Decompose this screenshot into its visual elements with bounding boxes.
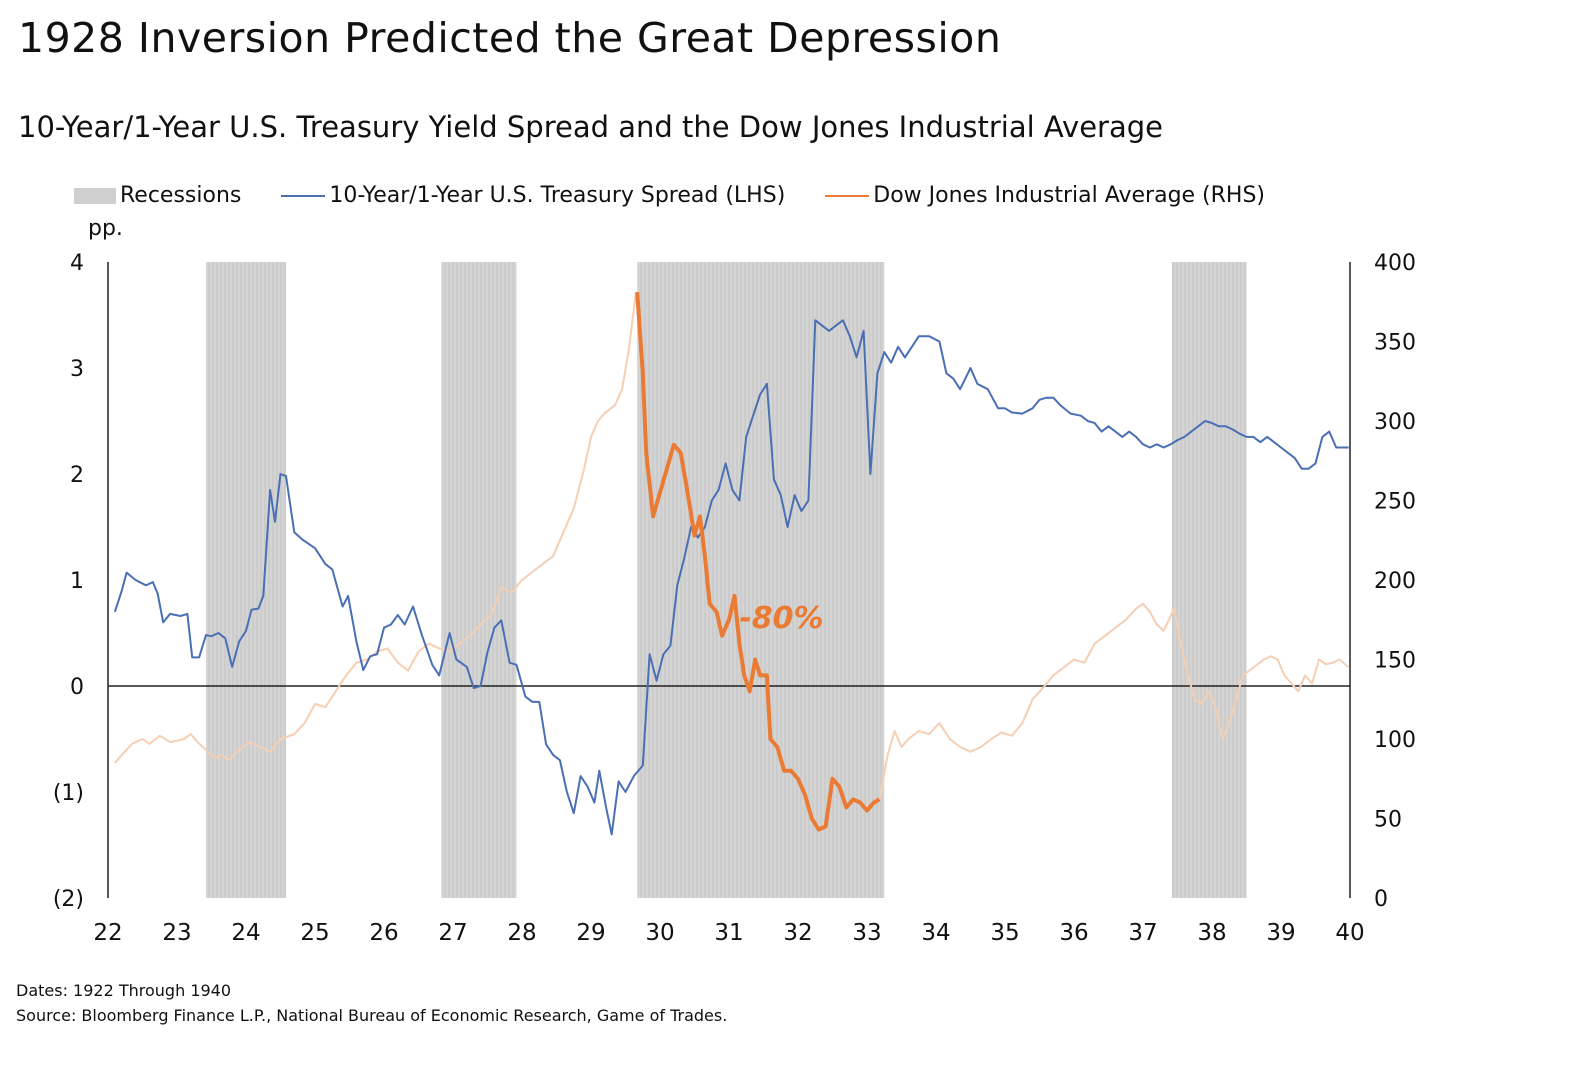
legend-label-recessions: Recessions xyxy=(120,183,242,208)
x-tick-label: 34 xyxy=(921,920,950,946)
x-tick-label: 36 xyxy=(1059,920,1088,946)
note-source: Source: Bloomberg Finance L.P., National… xyxy=(16,1006,728,1025)
y-right-tick-label: 50 xyxy=(1374,808,1402,833)
legend-label-dow: Dow Jones Industrial Average (RHS) xyxy=(873,183,1266,208)
x-tick-label: 33 xyxy=(852,920,881,946)
y-left-tick-label: 0 xyxy=(70,675,84,700)
x-tick-label: 37 xyxy=(1128,920,1157,946)
spread-series-line xyxy=(113,319,1349,836)
x-tick-label: 23 xyxy=(162,920,191,946)
note-dates: Dates: 1922 Through 1940 xyxy=(16,981,232,1000)
y-right-tick-label: 200 xyxy=(1374,569,1416,594)
x-tick-label: 24 xyxy=(231,920,260,946)
x-tick-label: 26 xyxy=(369,920,398,946)
legend: Recessions 10-Year/1-Year U.S. Treasury … xyxy=(74,183,1305,208)
x-tick-label: 27 xyxy=(438,920,467,946)
dow-crash-series-line xyxy=(635,292,881,832)
y-right-tick-label: 250 xyxy=(1374,490,1416,515)
x-tick-label: 40 xyxy=(1335,920,1364,946)
y-right-tick-label: 0 xyxy=(1374,887,1388,912)
y-left-tick-label: 3 xyxy=(70,357,84,382)
chart-notes: Dates: 1922 Through 1940 Source: Bloombe… xyxy=(16,978,727,1028)
y-right-tick-label: 400 xyxy=(1374,251,1416,276)
dow-series-line xyxy=(878,602,1350,800)
y-right-tick-label: 300 xyxy=(1374,410,1416,435)
chart-subtitle: 10-Year/1-Year U.S. Treasury Yield Sprea… xyxy=(18,110,1163,144)
y-right-tick-label: 150 xyxy=(1374,649,1416,674)
x-tick-label: 28 xyxy=(507,920,536,946)
legend-item-dow: Dow Jones Industrial Average (RHS) xyxy=(825,183,1265,208)
x-tick-label: 32 xyxy=(783,920,812,946)
x-tick-label: 38 xyxy=(1197,920,1226,946)
legend-item-recessions: Recessions xyxy=(74,183,241,208)
page-title: 1928 Inversion Predicted the Great Depre… xyxy=(18,14,1002,62)
recession-band-3 xyxy=(637,262,885,898)
y-right-tick-label: 100 xyxy=(1374,728,1416,753)
legend-label-spread: 10-Year/1-Year U.S. Treasury Spread (LHS… xyxy=(329,183,786,208)
x-tick-label: 22 xyxy=(93,920,122,946)
legend-swatch-spread xyxy=(281,194,326,197)
legend-swatch-recessions xyxy=(74,187,116,204)
y-left-unit-label: pp. xyxy=(88,216,123,241)
x-tick-label: 30 xyxy=(645,920,674,946)
y-left-tick-label: 4 xyxy=(70,251,84,276)
y-left-tick-label: (2) xyxy=(53,887,84,912)
recession-band-2 xyxy=(441,262,517,898)
x-tick-label: 29 xyxy=(576,920,605,946)
legend-swatch-dow xyxy=(825,194,870,197)
y-left-tick-label: 2 xyxy=(70,463,84,488)
recession-band-1 xyxy=(205,262,287,898)
annotation-label: -80% xyxy=(739,601,823,636)
x-tick-label: 35 xyxy=(990,920,1019,946)
x-tick-label: 31 xyxy=(714,920,743,946)
dow-series-line xyxy=(114,292,637,764)
y-left-tick-label: 1 xyxy=(70,569,84,594)
x-tick-label: 39 xyxy=(1266,920,1295,946)
x-tick-label: 25 xyxy=(300,920,329,946)
y-right-tick-label: 350 xyxy=(1374,331,1416,356)
recession-band-4 xyxy=(1171,262,1247,898)
y-left-tick-label: (1) xyxy=(53,781,84,806)
legend-item-spread: 10-Year/1-Year U.S. Treasury Spread (LHS… xyxy=(281,183,785,208)
